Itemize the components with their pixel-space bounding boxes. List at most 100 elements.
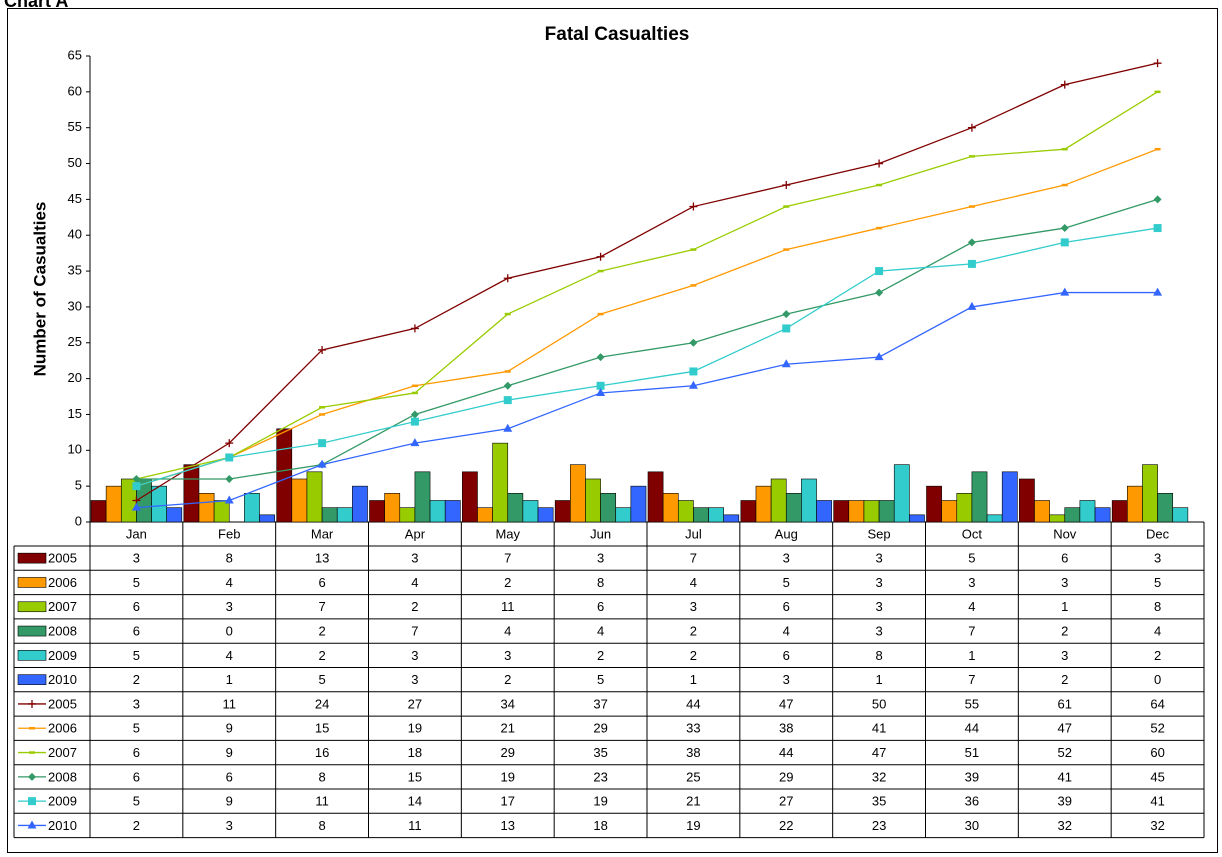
bar xyxy=(276,428,293,523)
bar xyxy=(755,485,772,523)
table-cell: 3 xyxy=(411,672,418,687)
table-cell: 32 xyxy=(1058,818,1072,833)
bar xyxy=(723,514,740,523)
y-tick-label: 15 xyxy=(68,406,82,421)
y-tick-label: 10 xyxy=(68,442,82,457)
bar xyxy=(1019,478,1035,523)
table-cell: 7 xyxy=(504,551,511,566)
bar xyxy=(213,500,230,523)
table-cell: 33 xyxy=(686,721,700,736)
line-marker xyxy=(1060,287,1070,296)
line-marker xyxy=(875,267,884,276)
x-tick-label: Jan xyxy=(126,526,147,541)
bar xyxy=(369,500,385,523)
line-marker xyxy=(1153,287,1163,296)
y-tick-label: 20 xyxy=(68,370,82,385)
line-marker xyxy=(28,797,36,806)
table-cell: 8 xyxy=(1154,599,1161,614)
table-cell: 5 xyxy=(133,648,140,663)
table-cell: 21 xyxy=(686,794,700,809)
table-cell: 4 xyxy=(411,575,418,590)
table-cell: 13 xyxy=(501,818,515,833)
y-tick-label: 35 xyxy=(68,263,82,278)
table-cell: 32 xyxy=(1150,818,1164,833)
line-marker xyxy=(131,502,141,511)
bar xyxy=(198,493,215,523)
bar xyxy=(1001,471,1018,523)
table-cell: 39 xyxy=(965,769,979,784)
bar xyxy=(492,442,509,523)
table-cell: 38 xyxy=(779,721,793,736)
table-cell: 11 xyxy=(408,818,422,833)
table-cell: 5 xyxy=(1154,575,1161,590)
table-cell: 5 xyxy=(968,551,975,566)
table-cell: 6 xyxy=(133,769,140,784)
line-marker xyxy=(132,474,141,483)
table-cell: 32 xyxy=(872,769,886,784)
table-cell: 3 xyxy=(504,648,511,663)
table-cell: 8 xyxy=(226,551,233,566)
table-cell: 39 xyxy=(1058,794,1072,809)
line-marker xyxy=(596,353,605,362)
bar xyxy=(926,485,942,523)
x-tick-label: Aug xyxy=(775,526,798,541)
line xyxy=(136,291,1158,509)
y-tick-label: 40 xyxy=(68,227,82,242)
bar xyxy=(166,507,183,523)
legend-label: 2010 xyxy=(48,818,77,833)
table-cell: 45 xyxy=(1150,769,1164,784)
table-cell: 0 xyxy=(226,623,233,638)
line-marker xyxy=(1153,195,1162,204)
line-marker xyxy=(410,438,420,447)
x-tick-label: Jun xyxy=(590,526,611,541)
bar xyxy=(537,507,554,523)
bar xyxy=(1172,507,1189,523)
table-cell: 15 xyxy=(408,769,422,784)
line-marker xyxy=(410,417,419,426)
y-axis-label: Number of Casualties xyxy=(30,202,49,377)
line-marker xyxy=(27,820,37,829)
x-tick-label: Apr xyxy=(405,526,426,541)
legend-label: 2008 xyxy=(48,769,77,784)
table-cell: 24 xyxy=(315,696,329,711)
table-cell: 4 xyxy=(690,575,697,590)
line-marker xyxy=(28,699,36,708)
line-marker xyxy=(781,359,791,368)
legend-key xyxy=(17,601,47,613)
table-cell: 60 xyxy=(1150,745,1164,760)
table-cell: 44 xyxy=(686,696,700,711)
table-cell: 61 xyxy=(1058,696,1072,711)
line-marker xyxy=(875,288,884,297)
line-marker xyxy=(967,301,977,310)
bar xyxy=(878,500,895,523)
table-cell: 8 xyxy=(597,575,604,590)
table-cell: 5 xyxy=(597,672,604,687)
chart-frame xyxy=(7,8,1218,853)
bar xyxy=(909,514,925,523)
y-tick-label: 50 xyxy=(68,155,82,170)
table-cell: 9 xyxy=(226,794,233,809)
table-cell: 3 xyxy=(875,599,882,614)
bar xyxy=(1034,500,1050,523)
table-cell: 16 xyxy=(315,745,329,760)
bar xyxy=(1079,500,1096,523)
bar xyxy=(1127,485,1143,523)
table-cell: 47 xyxy=(779,696,793,711)
bar xyxy=(384,493,401,523)
bar xyxy=(429,500,446,523)
bar xyxy=(90,500,107,523)
table-cell: 8 xyxy=(875,648,882,663)
line-marker xyxy=(1060,238,1069,247)
table-cell: 19 xyxy=(593,794,607,809)
table-cell: 4 xyxy=(1154,623,1161,638)
line-marker xyxy=(1153,224,1162,233)
line-marker xyxy=(1060,224,1069,233)
table-cell: 4 xyxy=(504,623,511,638)
legend-label: 2005 xyxy=(48,696,77,711)
table-cell: 7 xyxy=(411,623,418,638)
table-cell: 7 xyxy=(318,599,325,614)
table-cell: 5 xyxy=(133,721,140,736)
bar xyxy=(1111,500,1128,523)
bar xyxy=(336,507,353,523)
